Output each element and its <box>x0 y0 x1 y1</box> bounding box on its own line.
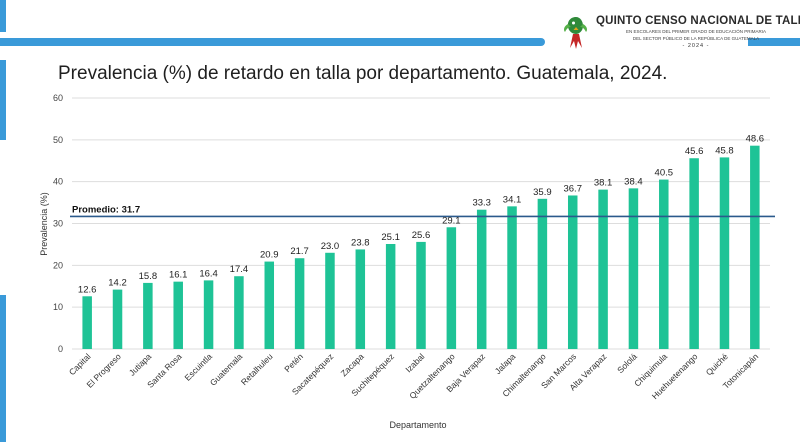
x-tick-label: Jalapa <box>493 351 518 376</box>
brand-subtitle-line2: DEL SECTOR PÚBLICO DE LA REPÚBLICA DE GU… <box>632 36 760 41</box>
x-tick-label: Zacapa <box>339 351 366 378</box>
y-tick-label: 20 <box>53 260 63 270</box>
bar <box>750 145 760 349</box>
data-label: 17.4 <box>230 264 249 275</box>
data-label: 38.4 <box>624 176 643 187</box>
x-tick-label: Quiché <box>704 351 730 377</box>
y-tick-label: 10 <box>53 302 63 312</box>
x-tick-label: Izabal <box>403 351 426 374</box>
data-label: 34.1 <box>503 194 522 205</box>
data-label: 38.1 <box>594 178 613 189</box>
bar <box>446 227 457 349</box>
bar <box>325 252 335 349</box>
bar <box>82 296 92 349</box>
bar <box>294 258 305 349</box>
bar <box>476 209 487 349</box>
brand-year: - 2024 - <box>682 43 710 49</box>
data-label: 20.9 <box>260 250 279 261</box>
x-tick-label: Jutiapa <box>127 351 154 378</box>
data-label: 25.1 <box>381 232 400 243</box>
x-tick-label: Capital <box>67 351 93 377</box>
census-brand: QUINTO CENSO NACIONAL DE TALLA EN ESCOLA… <box>596 15 800 49</box>
data-label: 25.6 <box>412 230 431 241</box>
bar <box>173 281 183 349</box>
y-tick-label: 30 <box>53 219 63 229</box>
data-label: 16.1 <box>169 270 188 281</box>
bar <box>659 179 669 349</box>
data-label: 29.1 <box>442 215 461 226</box>
chart-title: Prevalencia (%) de retardo en talla por … <box>58 63 668 84</box>
bar <box>355 249 366 349</box>
bar <box>264 261 275 349</box>
bar <box>598 189 608 349</box>
data-label: 21.7 <box>290 246 309 257</box>
average-label: Promedio: 31.7 <box>72 204 140 215</box>
x-axis-title: Departamento <box>389 420 446 430</box>
data-label: 48.6 <box>746 134 765 145</box>
brand-title: QUINTO CENSO NACIONAL DE TALLA <box>596 15 800 27</box>
bar <box>234 276 244 349</box>
y-tick-label: 50 <box>53 135 63 145</box>
left-accent-bar <box>0 295 6 442</box>
data-label: 12.6 <box>78 284 97 295</box>
data-label: 23.8 <box>351 237 370 248</box>
data-label: 15.8 <box>139 271 158 282</box>
data-label: 35.9 <box>533 187 552 198</box>
x-tick-label: Sololá <box>615 351 639 375</box>
x-tick-label: Retalhuleu <box>239 351 275 387</box>
data-label: 36.7 <box>563 183 582 194</box>
data-label: 33.3 <box>472 198 491 209</box>
y-tick-label: 0 <box>58 344 63 354</box>
bar <box>628 188 639 349</box>
data-label: 16.4 <box>199 268 218 279</box>
bar <box>203 280 214 349</box>
y-tick-label: 40 <box>53 177 63 187</box>
left-accent-bar <box>0 60 6 140</box>
bar <box>507 206 517 349</box>
x-tick-label: Petén <box>282 351 305 374</box>
data-label: 45.6 <box>685 146 704 157</box>
left-accent-bar <box>0 0 6 32</box>
data-label: 14.2 <box>108 278 127 289</box>
brand-subtitle-line1: EN ESCOLARES DEL PRIMER GRADO DE EDUCACI… <box>625 29 767 34</box>
bar <box>112 289 123 349</box>
bar <box>689 158 699 349</box>
quetzal-logo-icon <box>564 17 587 49</box>
header-accent-bar <box>0 38 545 46</box>
bar <box>143 282 153 349</box>
data-label: 40.5 <box>655 168 674 179</box>
data-label: 23.0 <box>321 241 340 252</box>
bar <box>385 243 396 349</box>
bar <box>567 195 578 349</box>
header-accent-bar-right <box>748 38 800 46</box>
bar <box>719 157 730 349</box>
bar <box>416 241 426 349</box>
bar <box>537 198 548 349</box>
x-tick-label: Guatemala <box>208 351 245 388</box>
y-tick-label: 60 <box>53 93 63 103</box>
y-axis-title: Prevalencia (%) <box>39 192 49 256</box>
data-label: 45.8 <box>715 145 734 156</box>
